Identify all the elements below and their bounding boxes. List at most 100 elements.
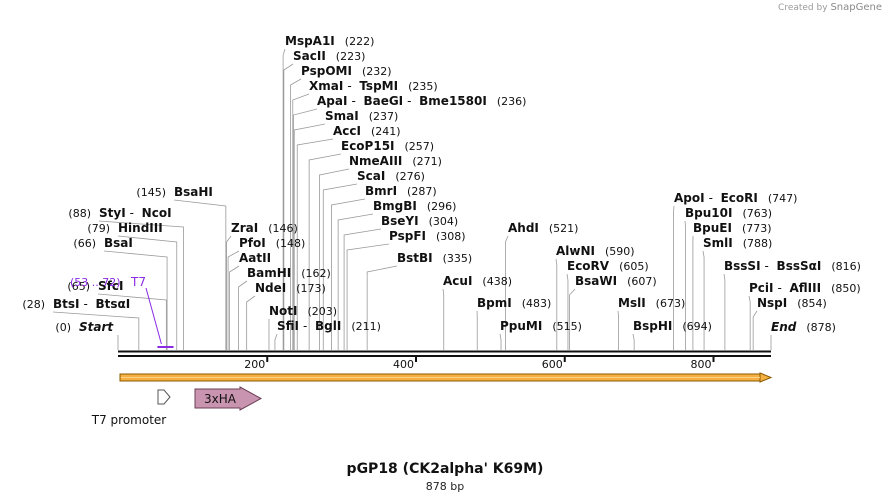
site-position: (211) [351,320,381,333]
orf-arrow[interactable] [119,372,773,383]
site-bsawi[interactable]: BsaWI (607) [575,274,657,288]
site-position: (521) [549,222,579,235]
site-ecop15i[interactable]: EcoP15I (257) [341,139,434,153]
site-aatii[interactable]: AatII [239,251,271,265]
site-position: (816) [831,260,861,273]
site-xmai[interactable]: XmaI - TspMI (235) [309,79,438,93]
leader-line-hindiii [117,235,178,350]
leader-line-bstbi [366,265,398,350]
site-bamhi[interactable]: BamHI (162) [247,266,331,280]
snapgene-logo: SnapGene [830,2,882,13]
site-styi[interactable]: (88) StyI - NcoI [68,206,171,220]
leader-line-sfci [97,293,167,350]
site-bsssi[interactable]: BssSI - BssSαI (816) [724,259,861,273]
site-smli[interactable]: SmlI (788) [703,236,772,250]
site-labels: (0) Start(28) BtsI - BtsαI(65) SfcI(66) BsaI(7… [22,34,861,334]
site-bseyi[interactable]: BseYI (304) [381,214,458,228]
leader-line-bmri [331,198,366,350]
leader-line-ppumi [499,333,502,350]
site-bsahi[interactable]: (145) BsaHI [136,185,213,199]
site-name: BstBI [397,251,433,265]
site-name: BtsI [53,297,80,311]
site-position: (335) [443,252,473,265]
site-mspa1i[interactable]: MspA1I (222) [285,34,374,48]
site-name: NmeAIII [349,154,402,168]
site-position: (773) [742,222,772,235]
site-end[interactable]: End (878) [771,320,836,334]
site-position: (788) [743,237,773,250]
site-ahdi[interactable]: AhdI (521) [508,221,578,235]
leader-line-zrai [226,235,232,350]
site-name: Bpu10I [685,206,732,220]
site-name: BsaHI [174,185,213,199]
site-position: (850) [831,282,861,295]
site-bstbi[interactable]: BstBI (335) [397,251,472,265]
site-bsai[interactable]: (66) BsaI [73,236,132,250]
site-pfoi[interactable]: PfoI (148) [239,236,305,250]
site-name: AcuI [443,274,472,288]
site-bpu10i[interactable]: Bpu10I (763) [685,206,772,220]
site-sacii[interactable]: SacII (223) [293,49,365,63]
site-position: (162) [301,267,331,280]
name-separator: - [765,259,769,273]
site-msli[interactable]: MslI (673) [618,296,685,310]
site-pspomi[interactable]: PspOMI (232) [301,64,392,78]
name-separator: - [303,319,307,333]
3xha-arrow [194,386,263,411]
site-bpmi[interactable]: BpmI (483) [477,296,551,310]
site-name: NspI [757,296,787,310]
site-position: (88) [68,207,91,220]
site-name: NotI [269,304,298,318]
site-bsphi[interactable]: BspHI (694) [633,319,712,333]
site-smai[interactable]: SmaI (237) [325,109,398,123]
site-scai[interactable]: ScaI (276) [357,169,425,183]
site-name: SmlI [703,236,733,250]
site-name: BmrI [365,184,397,198]
site-ndei[interactable]: NdeI (173) [255,281,326,295]
site-pspfi[interactable]: PspFI (308) [389,229,466,243]
site-name: AatII [239,251,271,265]
tick-label: 800 [690,358,711,371]
site-name: ApaI [317,94,347,108]
site-btsi[interactable]: (28) BtsI - BtsαI [22,297,130,311]
site-name: PciI [749,281,774,295]
site-pcli[interactable]: PciI - AflIII (850) [749,281,861,295]
site-bpuei[interactable]: BpuEI (773) [693,221,772,235]
site-noti[interactable]: NotI (203) [269,304,337,318]
site-sfci[interactable]: (65) SfcI [67,279,123,293]
3xha-feature[interactable]: 3xHA [194,386,263,411]
site-apai[interactable]: ApaI - BaeGI - Bme1580I (236) [317,94,526,108]
leader-line-ahdi [505,235,509,350]
t7-promoter-feature[interactable]: T7 promoter [91,389,171,427]
site-sfii[interactable]: SfiI - BglI (211) [277,319,381,333]
site-zrai[interactable]: ZraI (146) [231,221,298,235]
site-acci[interactable]: AccI (241) [333,124,401,138]
site-apoi[interactable]: ApoI - EcoRI (747) [674,191,797,205]
site-position: (605) [619,260,649,273]
site-ppumi[interactable]: PpuMI (515) [500,319,582,333]
site-ecorv[interactable]: EcoRV (605) [567,259,649,273]
site-position: (145) [136,186,166,199]
site-bmgbi[interactable]: BmgBI (296) [373,199,456,213]
site-nmeaiii[interactable]: NmeAIII (271) [349,154,442,168]
name-separator: - [347,79,351,93]
site-name: BsaWI [575,274,617,288]
site-position: (483) [522,297,552,310]
site-start[interactable]: (0) Start [55,320,114,334]
site-alwni[interactable]: AlwNI (590) [556,244,635,258]
site-position: (296) [427,200,457,213]
leader-lines [52,48,772,350]
site-nspi[interactable]: NspI (854) [757,296,827,310]
site-name: SmaI [325,109,359,123]
site-position: (236) [497,95,527,108]
site-name: PpuMI [500,319,542,333]
site-name: BpmI [477,296,512,310]
name-separator: - [130,206,134,220]
site-hindiii[interactable]: (79) HindIII [87,221,162,235]
leader-line-acci [296,138,334,350]
site-bmri[interactable]: BmrI (287) [365,184,437,198]
site-name: BaeGI [363,94,403,108]
primer-t7[interactable]: (53 .. 72) T7 [70,275,174,348]
site-acui[interactable]: AcuI (438) [443,274,512,288]
site-name: Bme1580I [419,94,487,108]
